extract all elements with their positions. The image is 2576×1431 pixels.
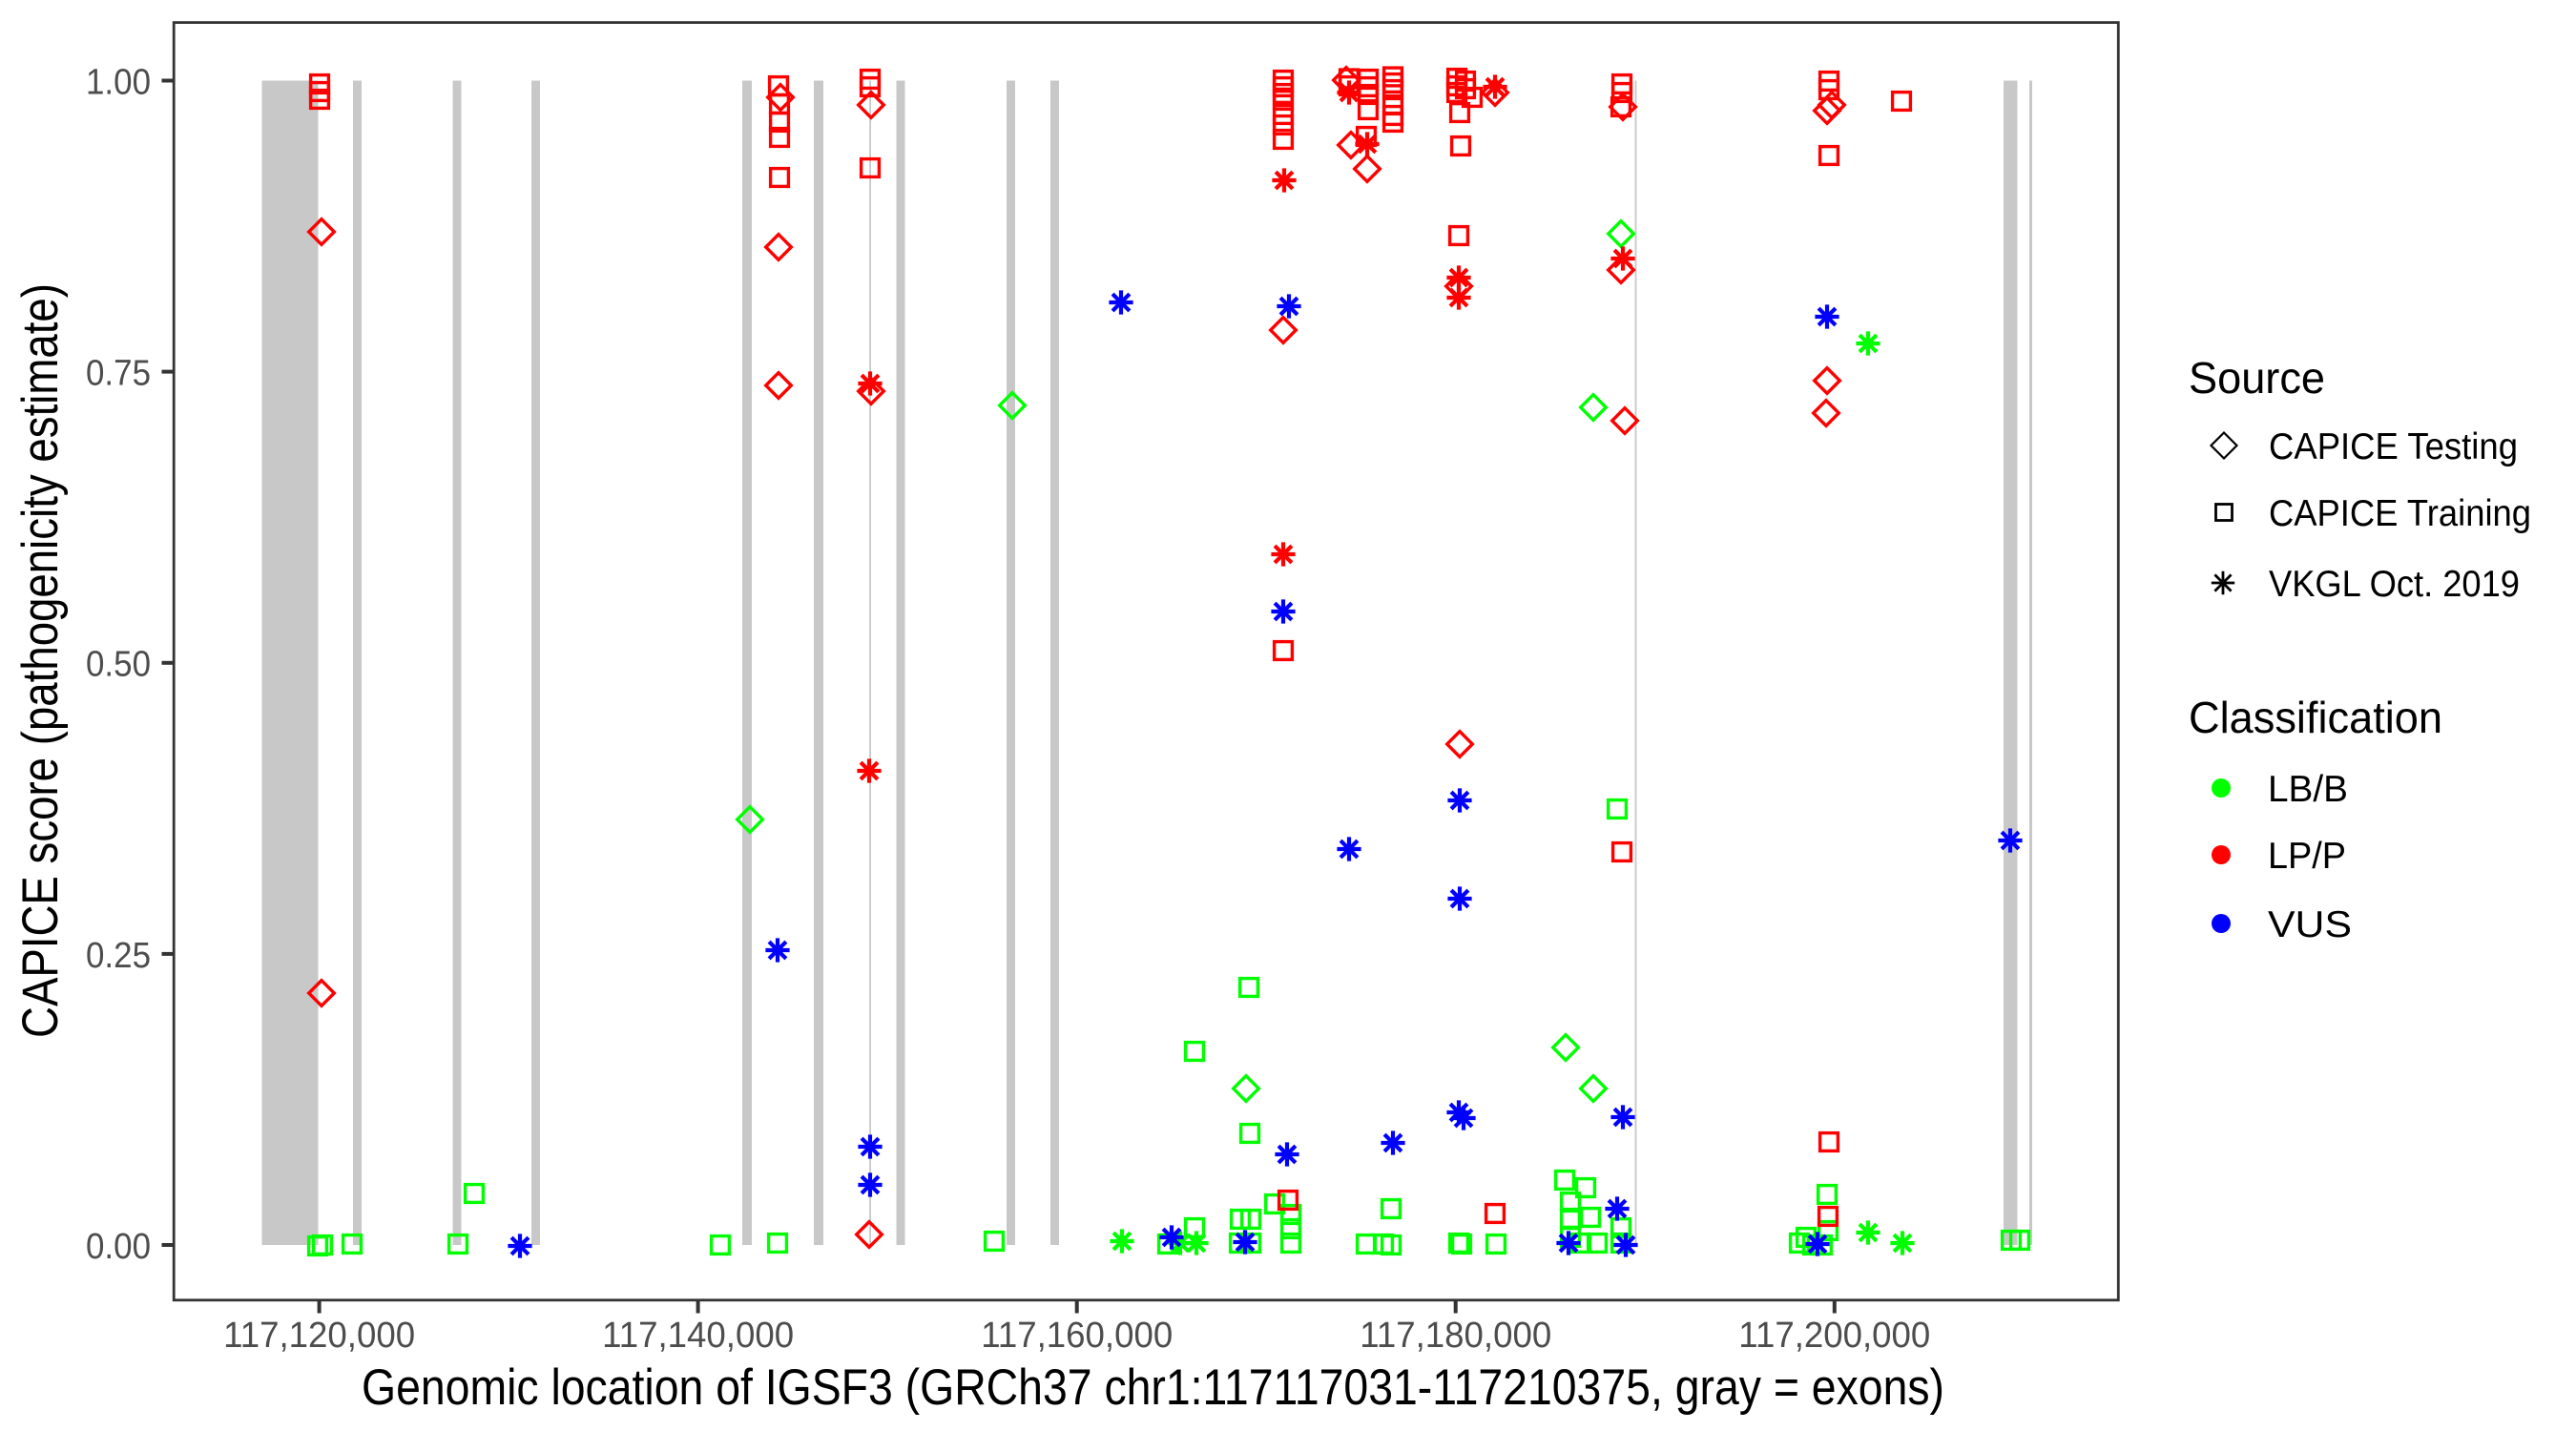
svg-text:117,120,000: 117,120,000 <box>223 1316 415 1356</box>
svg-text:VKGL Oct. 2019: VKGL Oct. 2019 <box>2269 564 2520 605</box>
svg-text:117,200,000: 117,200,000 <box>1738 1316 1930 1356</box>
svg-text:117,180,000: 117,180,000 <box>1360 1316 1551 1356</box>
svg-text:0.75: 0.75 <box>86 354 151 394</box>
svg-text:Genomic location of IGSF3 (GRC: Genomic location of IGSF3 (GRCh37 chr1:1… <box>362 1359 1944 1416</box>
svg-text:CAPICE Testing: CAPICE Testing <box>2269 426 2518 467</box>
svg-text:LP/P: LP/P <box>2268 836 2346 877</box>
svg-text:CAPICE Training: CAPICE Training <box>2269 493 2531 534</box>
svg-text:VUS: VUS <box>2268 904 2352 945</box>
svg-text:Source: Source <box>2189 353 2325 403</box>
svg-text:0.25: 0.25 <box>86 936 151 976</box>
svg-text:0.00: 0.00 <box>86 1227 151 1267</box>
svg-text:Classification: Classification <box>2189 693 2442 742</box>
svg-text:0.50: 0.50 <box>86 645 151 685</box>
svg-text:CAPICE score (pathogenicity es: CAPICE score (pathogenicity estimate) <box>12 283 69 1038</box>
svg-text:117,160,000: 117,160,000 <box>981 1316 1173 1356</box>
svg-text:1.00: 1.00 <box>86 62 151 102</box>
svg-text:LB/B: LB/B <box>2268 769 2348 810</box>
svg-text:117,140,000: 117,140,000 <box>602 1316 794 1356</box>
